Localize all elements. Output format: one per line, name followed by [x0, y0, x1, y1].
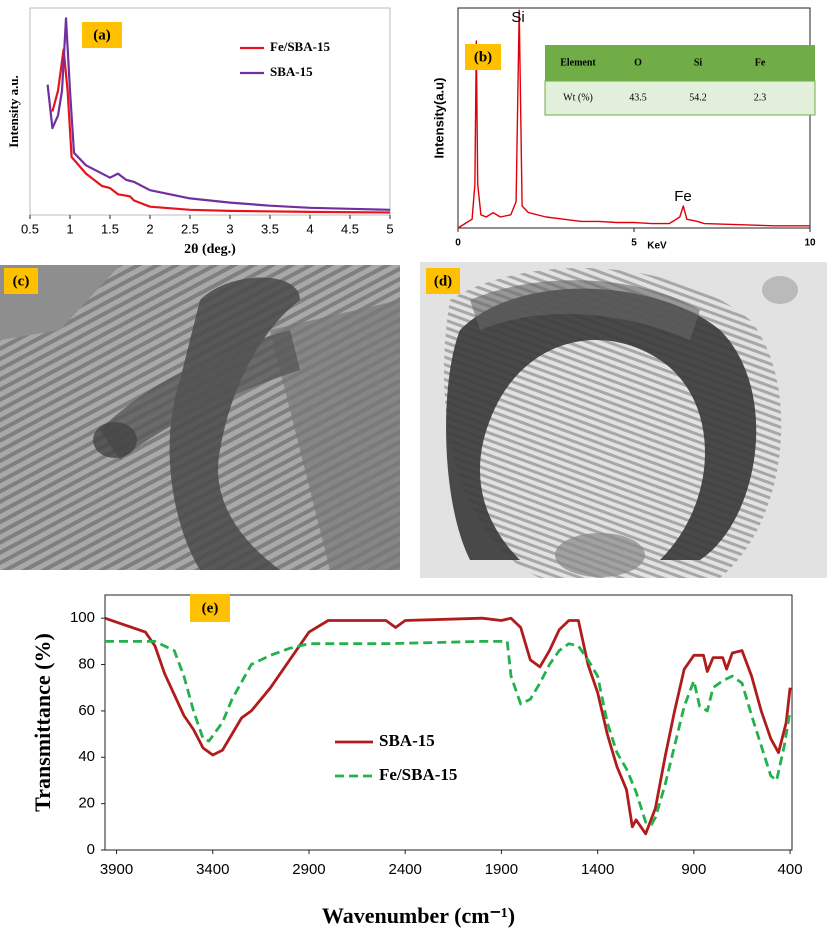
x-tick-label: 4.5 — [341, 221, 359, 236]
plot-frame — [29, 7, 391, 216]
x-tick-label: 3 — [226, 221, 233, 236]
x-tick-label: 1.5 — [101, 221, 119, 236]
table-cell: Wt (%) — [563, 92, 593, 103]
x-tick-label: 900 — [681, 861, 706, 878]
legend-label: Fe/SBA-15 — [270, 39, 330, 54]
table-cell: 43.5 — [629, 92, 647, 103]
legend-label: Fe/SBA-15 — [379, 765, 457, 784]
x-tick-label: 3400 — [196, 861, 229, 878]
series-line — [105, 640, 792, 826]
x-axis-label: Wavenumber (cm⁻¹) — [322, 903, 515, 928]
panel-label-box — [465, 44, 501, 70]
panel-label: (d) — [434, 273, 452, 289]
peak-label: Si — [511, 9, 524, 26]
y-axis-label: Transmittance (%) — [30, 633, 55, 812]
y-axis-label: Intensity(a.u) — [431, 78, 446, 159]
legend-label: SBA-15 — [270, 64, 313, 79]
panel-label: (a) — [93, 27, 111, 43]
table-header-cell: Si — [694, 57, 703, 68]
legend-label: SBA-15 — [379, 731, 435, 750]
tem-image-c — [0, 265, 400, 570]
x-axis-label: 2θ (deg.) — [184, 242, 236, 257]
x-axis-label: KeV — [647, 241, 667, 252]
y-tick-label: 40 — [78, 748, 95, 765]
panel-label-box — [190, 594, 230, 622]
series-line — [51, 48, 391, 214]
panel-label: (c) — [13, 273, 30, 289]
table-header-cell: O — [634, 57, 642, 68]
y-tick-label: 0 — [87, 841, 95, 858]
table-cell: 54.2 — [689, 92, 707, 103]
y-tick-label: 100 — [70, 609, 95, 626]
x-tick-label: 400 — [778, 861, 803, 878]
x-tick-label: 3.5 — [261, 221, 279, 236]
x-tick-label: 5 — [631, 238, 637, 249]
x-tick-label: 1900 — [485, 861, 518, 878]
plot-frame — [457, 7, 811, 229]
x-tick-label: 1400 — [581, 861, 614, 878]
table-header-bg — [545, 45, 815, 81]
table-row-bg — [544, 80, 816, 116]
y-tick-label: 80 — [78, 656, 95, 673]
x-tick-label: 5 — [386, 221, 393, 236]
table-cell: 2.3 — [754, 92, 767, 103]
x-tick-label: 2.5 — [181, 221, 199, 236]
x-tick-label: 10 — [804, 238, 816, 249]
y-axis-label: Intensity a.u. — [6, 75, 21, 148]
peak-label: Fe — [674, 188, 692, 205]
table-header-cell: Element — [560, 57, 596, 68]
series-line — [46, 17, 391, 211]
y-tick-label: 20 — [78, 795, 95, 812]
x-tick-label: 3900 — [100, 861, 133, 878]
x-tick-label: 2 — [146, 221, 153, 236]
x-tick-label: 4 — [306, 221, 313, 236]
x-tick-label: 0 — [455, 238, 461, 249]
panel-label: (b) — [474, 49, 492, 65]
panel-label-box — [82, 22, 122, 48]
table-header-cell: Fe — [755, 57, 766, 68]
panel-label-box — [4, 268, 38, 294]
x-tick-label: 1 — [66, 221, 73, 236]
series-line — [457, 9, 810, 229]
x-tick-label: 0.5 — [21, 221, 39, 236]
x-tick-label: 2900 — [292, 861, 325, 878]
panel-label: (e) — [202, 600, 219, 616]
series-line — [104, 616, 792, 836]
tem-image-d — [420, 262, 827, 578]
y-tick-label: 60 — [78, 702, 95, 719]
x-tick-label: 2400 — [389, 861, 422, 878]
plot-frame — [104, 594, 793, 851]
panel-label-box — [426, 268, 460, 294]
